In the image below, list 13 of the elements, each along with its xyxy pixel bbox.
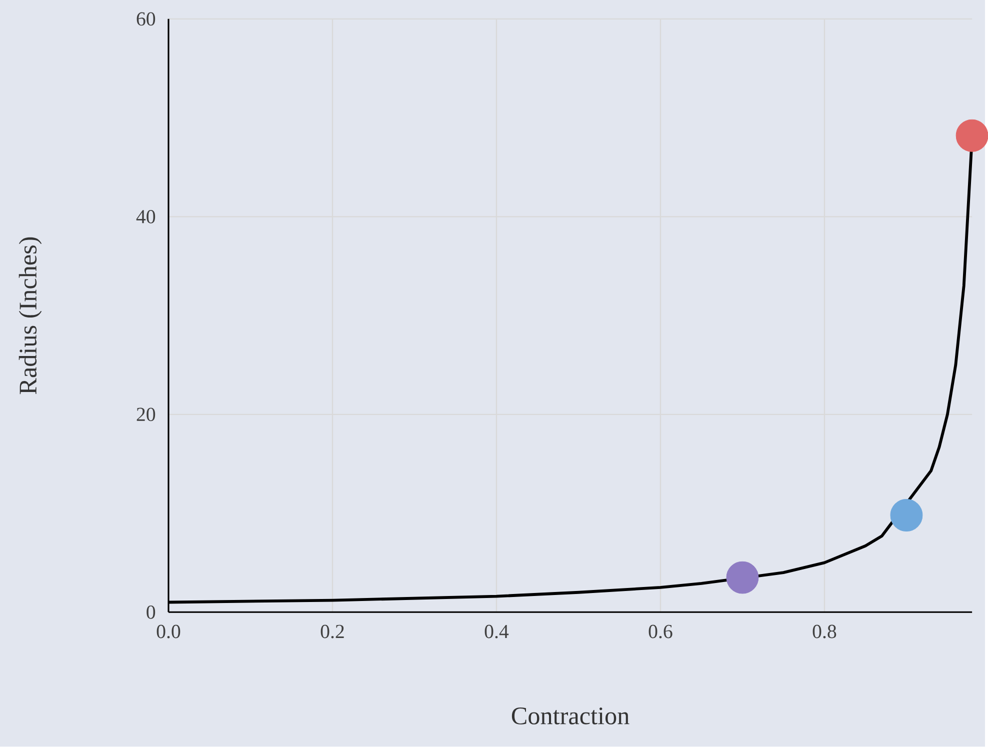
x-tick-label: 0.0 <box>156 624 180 638</box>
point <box>726 561 759 594</box>
y-tick-label: 40 <box>136 210 156 224</box>
point <box>890 499 923 532</box>
y-axis-title: Radius (Inches) <box>18 237 42 394</box>
x-tick-label: 0.2 <box>320 624 344 638</box>
x-tick-label: 0.8 <box>812 624 836 638</box>
y-tick-label: 60 <box>136 12 156 26</box>
x-axis-title: Contraction <box>512 708 630 725</box>
x-tick-label: 0.4 <box>484 624 509 638</box>
x-tick-label: 0.6 <box>648 624 672 638</box>
y-tick-label: 20 <box>136 408 156 422</box>
y-tick-label: 0 <box>146 606 156 619</box>
